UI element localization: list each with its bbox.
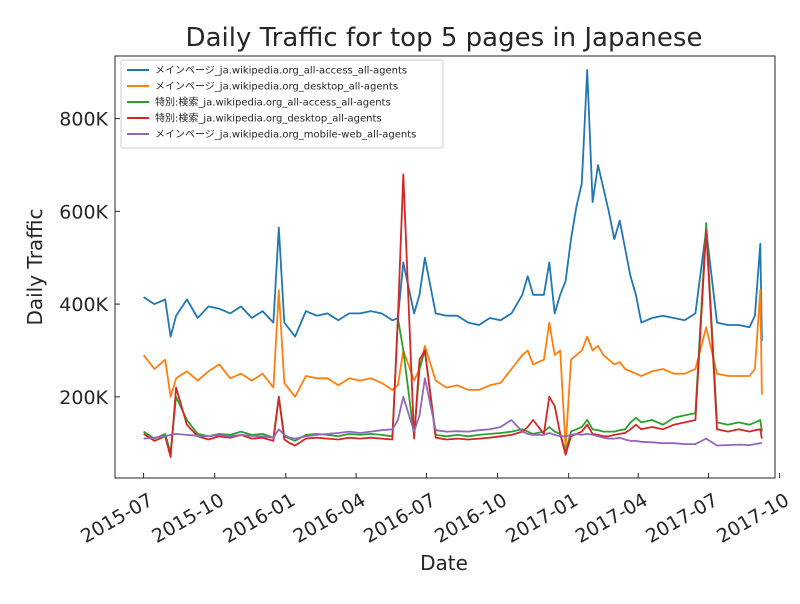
- x-tick-label: 2015-10: [148, 489, 228, 548]
- legend-label: メインページ_ja.wikipedia.org_mobile-web_all-a…: [155, 130, 416, 141]
- legend-box: [120, 59, 444, 149]
- legend-label: メインページ_ja.wikipedia.org_desktop_all-agen…: [155, 82, 398, 93]
- chart-title: Daily Traffic for top 5 pages in Japanes…: [186, 23, 703, 53]
- x-tick-label: 2017-10: [713, 489, 793, 548]
- x-tick-label: 2016-07: [360, 489, 440, 548]
- x-tick-label: 2015-07: [77, 489, 157, 548]
- series-line-4: [143, 173, 763, 459]
- legend-label: 特別:検索_ja.wikipedia.org_all-access_all-ag…: [155, 96, 391, 109]
- legend-label: メインページ_ja.wikipedia.org_all-access_all-a…: [155, 66, 407, 77]
- y-tick-label: 600K: [59, 201, 108, 223]
- legend-label: 特別:検索_ja.wikipedia.org_desktop_all-agent…: [155, 112, 382, 125]
- y-tick-label: 800K: [59, 109, 108, 131]
- y-axis-label: Daily Traffic: [23, 208, 47, 325]
- x-axis-label: Date: [420, 551, 468, 575]
- series-line-5: [143, 377, 762, 447]
- y-axis: 200K 400K 600K 800K: [59, 109, 120, 409]
- series-lines: [142, 69, 763, 459]
- x-tick-label: 2016-01: [219, 489, 299, 548]
- series-line-1: [143, 69, 763, 342]
- x-tick-label: 2016-10: [431, 489, 511, 548]
- y-tick-label: 400K: [59, 294, 108, 316]
- x-tick-label: 2017-04: [572, 489, 652, 548]
- series-line-2: [142, 289, 763, 449]
- y-tick-label: 200K: [59, 387, 108, 409]
- x-tick-label: 2017-07: [642, 489, 722, 548]
- x-axis: 2015-072015-102016-012016-042016-072016-…: [77, 473, 793, 548]
- series-line-3: [143, 221, 763, 454]
- legend: メインページ_ja.wikipedia.org_all-access_all-a…: [120, 59, 444, 149]
- x-tick-label: 2017-01: [502, 489, 582, 548]
- legend-items: メインページ_ja.wikipedia.org_all-access_all-a…: [127, 66, 416, 141]
- x-tick-label: 2016-04: [290, 489, 370, 548]
- plot-frame: [114, 55, 776, 479]
